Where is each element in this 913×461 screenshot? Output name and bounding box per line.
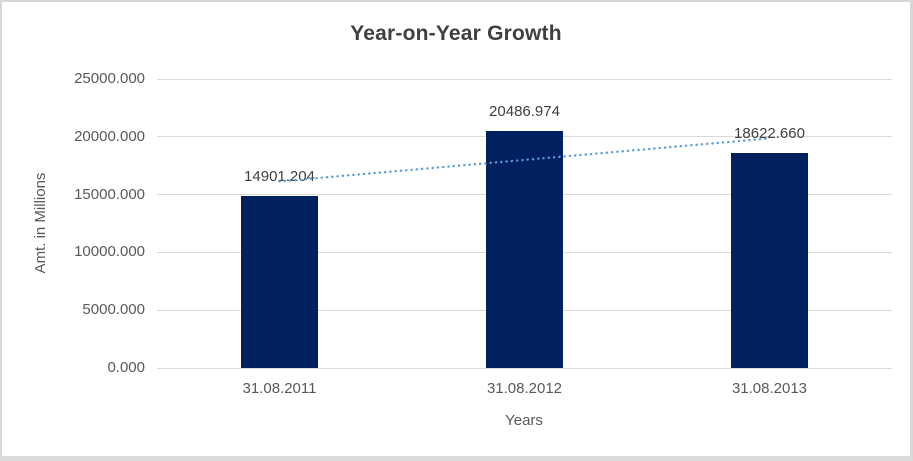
x-category-label: 31.08.2012 (486, 380, 563, 397)
x-category-label: 31.08.2013 (731, 380, 808, 397)
chart-title: Year-on-Year Growth (350, 22, 562, 45)
bar (486, 131, 563, 368)
y-axis-title: Amt. in Millions (32, 172, 49, 274)
y-tick-label: 20000.000 (74, 127, 145, 145)
y-tick-label: 5000.000 (82, 301, 145, 319)
bar-data-label: 14901.204 (244, 167, 315, 185)
y-tick-label: 25000.000 (74, 70, 145, 87)
bar-data-label: 18622.660 (734, 124, 805, 142)
bar (241, 195, 318, 368)
y-tick-label: 15000.000 (74, 185, 145, 203)
y-gridline (157, 367, 892, 369)
x-category-label: 31.08.2011 (242, 380, 317, 397)
y-tick-label: 0.000 (107, 359, 145, 376)
bar-data-label: 20486.974 (489, 103, 560, 121)
y-gridline (157, 78, 892, 80)
x-axis-title: Years (505, 412, 543, 429)
bar (731, 152, 808, 368)
y-tick-label: 10000.000 (74, 243, 145, 261)
plot-area (157, 78, 892, 369)
